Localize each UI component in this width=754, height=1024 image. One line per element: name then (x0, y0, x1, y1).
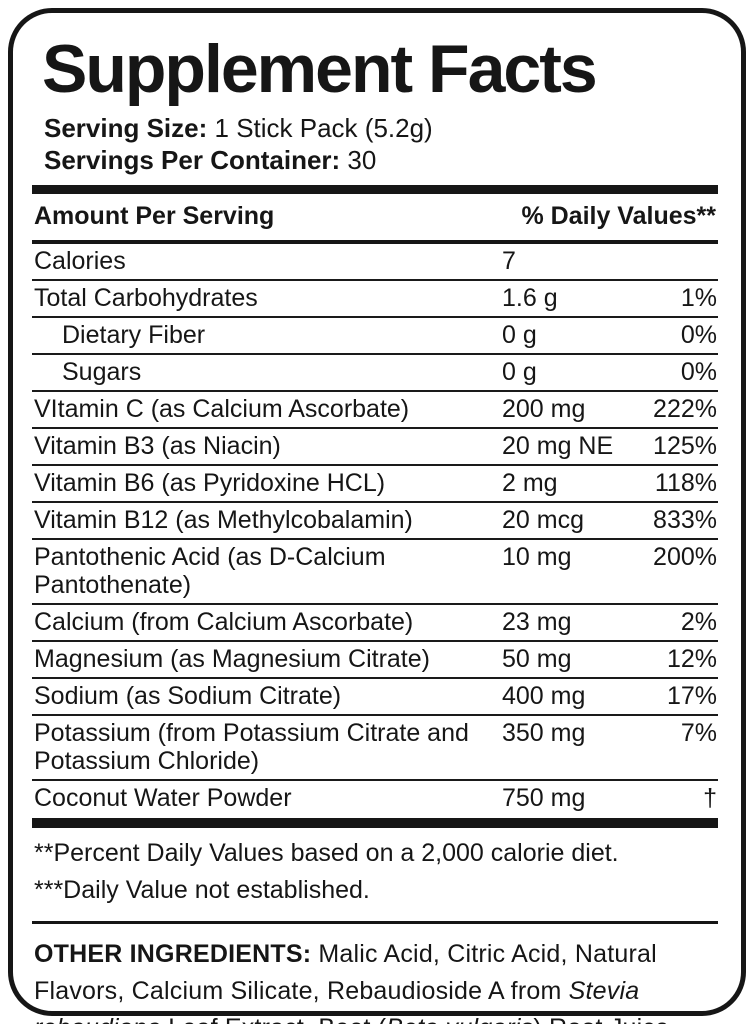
table-row-magnesium: Magnesium (as Magnesium Citrate) 50 mg 1… (32, 642, 718, 680)
nutrient-amount: 200 mg (502, 395, 586, 424)
nutrient-daily-value: 200% (653, 543, 717, 572)
nutrient-amount: 7 (502, 247, 516, 276)
nutrient-daily-value: † (703, 784, 717, 813)
nutrient-table: Calories 7 Total Carbohydrates 1.6 g 1% … (32, 244, 718, 816)
divider-thick-bottom (32, 818, 718, 829)
nutrient-name: Sugars (62, 358, 142, 387)
serving-size-value: 1 Stick Pack (5.2g) (207, 113, 433, 143)
nutrient-name: Pantothenic Acid (as D-Calcium Pantothen… (34, 543, 386, 600)
nutrient-name: Vitamin B6 (as Pyridoxine HCL) (34, 469, 386, 498)
nutrient-amount: 23 mg (502, 608, 572, 637)
nutrient-name: Dietary Fiber (62, 321, 206, 350)
header-daily-values: % Daily Values** (521, 202, 716, 231)
footnote-daily-values: **Percent Daily Values based on a 2,000 … (34, 839, 619, 868)
nutrient-amount: 2 mg (502, 469, 558, 498)
nutrient-daily-value: 833% (653, 506, 717, 535)
other-ingredients-latin-beta: Beta vulgaris (386, 1014, 533, 1024)
divider-thin (32, 921, 718, 925)
nutrient-daily-value: 12% (666, 645, 717, 674)
servings-per-container-line: Servings Per Container: 30 (44, 145, 718, 177)
nutrient-name: Total Carbohydrates (34, 284, 258, 313)
nutrient-name: Vitamin B3 (as Niacin) (34, 432, 281, 461)
serving-size-line: Serving Size: 1 Stick Pack (5.2g) (44, 113, 718, 145)
nutrient-daily-value: 0% (680, 358, 717, 387)
nutrient-daily-value: 222% (653, 395, 717, 424)
other-ingredients-text: Malic Acid, Citric Acid, Natural Flavors… (34, 940, 657, 1006)
other-ingredients-text: ) Root Juice, Rebaudioside M from (34, 1014, 676, 1024)
nutrient-daily-value: 7% (680, 719, 717, 748)
serving-info: Serving Size: 1 Stick Pack (5.2g) Servin… (32, 105, 718, 176)
nutrient-daily-value: 1% (680, 284, 717, 313)
table-row-dietary-fiber: Dietary Fiber 0 g 0% (32, 318, 718, 356)
table-row-vitamin-b12: Vitamin B12 (as Methylcobalamin) 20 mcg … (32, 503, 718, 541)
nutrient-daily-value: 125% (653, 432, 717, 461)
nutrient-name: Calcium (from Calcium Ascorbate) (34, 608, 414, 637)
table-row-total-carbohydrates: Total Carbohydrates 1.6 g 1% (32, 281, 718, 319)
nutrient-name: VItamin C (as Calcium Ascorbate) (34, 395, 410, 424)
label-border: Supplement Facts Serving Size: 1 Stick P… (8, 8, 746, 1024)
nutrient-name: Calories (34, 247, 126, 276)
nutrient-name: Sodium (as Sodium Citrate) (34, 682, 342, 711)
other-ingredients: OTHER INGREDIENTS: Malic Acid, Citric Ac… (32, 924, 718, 1024)
nutrient-daily-value: 0% (680, 321, 717, 350)
page-title: Supplement Facts (42, 31, 598, 107)
nutrient-amount: 750 mg (502, 784, 586, 813)
table-row-coconut-water-powder: Coconut Water Powder 750 mg † (32, 781, 718, 816)
nutrient-amount: 20 mg NE (502, 432, 614, 461)
nutrient-daily-value: 118% (654, 469, 717, 498)
nutrient-amount: 10 mg (502, 543, 572, 572)
nutrient-amount: 1.6 g (502, 284, 558, 313)
table-row-sugars: Sugars 0 g 0% (32, 355, 718, 393)
table-row-pantothenic-acid: Pantothenic Acid (as D-Calcium Pantothen… (32, 540, 718, 606)
nutrient-amount: 400 mg (502, 682, 586, 711)
divider-thick-top (32, 185, 718, 195)
nutrient-amount: 50 mg (502, 645, 572, 674)
nutrient-amount: 0 g (502, 358, 537, 387)
table-row-sodium: Sodium (as Sodium Citrate) 400 mg 17% (32, 679, 718, 717)
table-row-calcium: Calcium (from Calcium Ascorbate) 23 mg 2… (32, 605, 718, 643)
other-ingredients-latin-stevia: Stevia rebaudiana (34, 977, 640, 1024)
nutrient-daily-value: 17% (666, 682, 717, 711)
table-row-potassium: Potassium (from Potassium Citrate and Po… (32, 716, 718, 782)
nutrient-name: Potassium (from Potassium Citrate and Po… (34, 719, 469, 776)
servings-per-container-value: 30 (340, 144, 377, 175)
nutrient-amount: 0 g (502, 321, 537, 350)
table-row-calories: Calories 7 (32, 244, 718, 282)
table-row-vitamin-b3: Vitamin B3 (as Niacin) 20 mg NE 125% (32, 429, 718, 467)
serving-size-label: Serving Size: (44, 113, 208, 143)
nutrient-name: Coconut Water Powder (34, 784, 292, 813)
nutrient-amount: 350 mg (502, 719, 586, 748)
table-row-vitamin-c: VItamin C (as Calcium Ascorbate) 200 mg … (32, 392, 718, 430)
nutrient-name: Magnesium (as Magnesium Citrate) (34, 645, 430, 674)
nutrient-amount: 20 mcg (502, 506, 584, 535)
nutrient-daily-value: 2% (680, 608, 717, 637)
nutrient-name: Vitamin B12 (as Methylcobalamin) (34, 506, 413, 535)
footnote-not-established: ***Daily Value not established. (34, 876, 370, 905)
footnotes: **Percent Daily Values based on a 2,000 … (32, 828, 718, 917)
servings-per-container-label: Servings Per Container: (44, 144, 341, 175)
other-ingredients-text: Leaf Extract, Beet ( (161, 1014, 386, 1024)
table-row-vitamin-b6: Vitamin B6 (as Pyridoxine HCL) 2 mg 118% (32, 466, 718, 504)
other-ingredients-label: OTHER INGREDIENTS: (34, 940, 312, 969)
header-amount-per-serving: Amount Per Serving (34, 202, 275, 231)
table-header: Amount Per Serving % Daily Values** (32, 194, 718, 245)
